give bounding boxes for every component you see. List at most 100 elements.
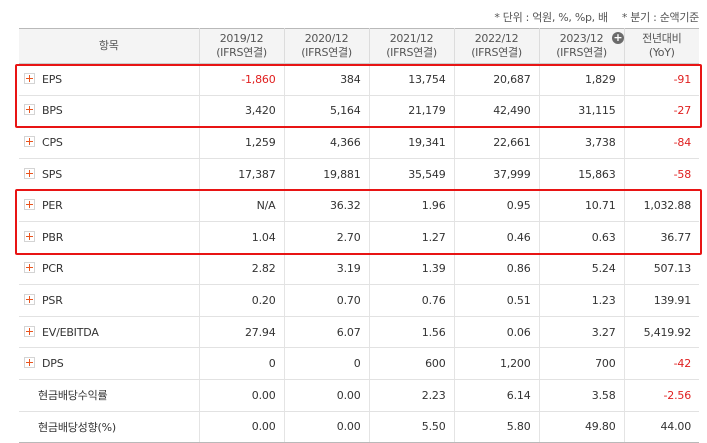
row-label: 현금배당성향(%) (19, 411, 199, 443)
value-cell: 13,754 (368, 63, 454, 96)
row-label-text: PBR (42, 230, 64, 244)
table-row: PBR 1.04 2.70 1.27 0.46 0.63 36.77 (19, 221, 699, 254)
expand-plus-icon[interactable] (24, 135, 35, 147)
value-cell: 21,179 (368, 95, 454, 128)
row-label[interactable]: EV/EBITDA (19, 316, 199, 349)
value-cell: 0.63 (538, 221, 624, 254)
row-label[interactable]: CPS (19, 126, 199, 159)
yoy-cell: 1,032.88 (623, 189, 699, 222)
expand-plus-icon[interactable] (24, 72, 35, 84)
expand-plus-icon[interactable] (24, 104, 35, 116)
row-label-text: EPS (42, 72, 62, 86)
value-cell: 2.82 (198, 253, 284, 286)
value-cell: 3.27 (538, 316, 624, 349)
value-cell: 6.14 (453, 379, 539, 412)
header-year-2023: 2023/12 (IFRS연결) (538, 28, 624, 64)
row-label-text: PSR (42, 293, 63, 307)
value-cell: 27.94 (198, 316, 284, 349)
row-label[interactable]: EPS (19, 63, 199, 96)
value-cell: 0.51 (453, 284, 539, 317)
value-cell: 0.00 (198, 379, 284, 412)
value-cell: 0.76 (368, 284, 454, 317)
value-cell: 700 (538, 347, 624, 380)
header-yoy: 전년대비 (YoY) (623, 28, 699, 64)
period-note: * 분기 : 순액기준 (621, 11, 699, 24)
yoy-cell: -2.56 (623, 379, 699, 412)
table-row: PER N/A 36.32 1.96 0.95 10.71 1,032.88 (19, 189, 699, 222)
yoy-cell: 36.77 (623, 221, 699, 254)
table-row: EPS -1,860 384 13,754 20,687 1,829 -91 (19, 63, 699, 96)
value-cell: 4,366 (283, 126, 369, 159)
header-row: 항목 2019/12 (IFRS연결) 2020/12 (IFRS연결) 2021/… (19, 28, 699, 64)
value-cell: -1,860 (198, 63, 284, 96)
value-cell: 1,200 (453, 347, 539, 380)
value-cell: 19,341 (368, 126, 454, 159)
row-label-text: DPS (42, 357, 64, 371)
value-cell: 0.95 (453, 189, 539, 222)
row-label-text: 현금배당성향(%) (38, 420, 116, 434)
value-cell: 2.70 (283, 221, 369, 254)
value-cell: 1,829 (538, 63, 624, 96)
yoy-cell: 139.91 (623, 284, 699, 317)
expand-plus-icon[interactable] (24, 167, 35, 179)
yoy-cell: 507.13 (623, 253, 699, 286)
table-row: SPS 17,387 19,881 35,549 37,999 15,863 -58 (19, 158, 699, 191)
row-label-text: PCR (42, 262, 64, 276)
value-cell: 0.86 (453, 253, 539, 286)
header-year-2022: 2022/12 (IFRS연결) (453, 28, 539, 64)
value-cell: 15,863 (538, 158, 624, 191)
value-cell: 0.00 (283, 411, 369, 443)
expand-plus-icon[interactable] (24, 293, 35, 305)
row-label[interactable]: PER (19, 189, 199, 222)
value-cell: 49.80 (538, 411, 624, 443)
value-cell: 17,387 (198, 158, 284, 191)
row-label-text: CPS (42, 135, 63, 149)
yoy-cell: -84 (623, 126, 699, 159)
value-cell: N/A (198, 189, 284, 222)
add-column-icon[interactable]: + (612, 31, 624, 44)
value-cell: 20,687 (453, 63, 539, 96)
value-cell: 3,738 (538, 126, 624, 159)
expand-plus-icon[interactable] (24, 262, 35, 274)
table-row: PCR 2.82 3.19 1.39 0.86 5.24 507.13 (19, 253, 699, 286)
value-cell: 5.80 (453, 411, 539, 443)
table-row: CPS 1,259 4,366 19,341 22,661 3,738 -84 (19, 126, 699, 159)
row-label-text: PER (42, 199, 63, 213)
row-label[interactable]: SPS (19, 158, 199, 191)
row-label[interactable]: PCR (19, 253, 199, 286)
value-cell: 3.19 (283, 253, 369, 286)
value-cell: 0.00 (198, 411, 284, 443)
yoy-cell: -27 (623, 95, 699, 128)
row-label[interactable]: DPS (19, 347, 199, 380)
yoy-cell: -42 (623, 347, 699, 380)
value-cell: 3.58 (538, 379, 624, 412)
row-label-text: EV/EBITDA (42, 325, 99, 339)
value-cell: 1.96 (368, 189, 454, 222)
row-label[interactable]: PBR (19, 221, 199, 254)
value-cell: 600 (368, 347, 454, 380)
value-cell: 0.20 (198, 284, 284, 317)
table-row: EV/EBITDA 27.94 6.07 1.56 0.06 3.27 5,419.92 (19, 316, 699, 349)
expand-plus-icon[interactable] (24, 325, 35, 337)
value-cell: 42,490 (453, 95, 539, 128)
value-cell: 36.32 (283, 189, 369, 222)
unit-notes: * 단위 : 억원, %, %p, 배 * 분기 : 순액기준 (494, 9, 699, 25)
row-label-text: SPS (42, 167, 62, 181)
row-label[interactable]: BPS (19, 95, 199, 128)
header-item: 항목 (19, 28, 199, 64)
value-cell: 6.07 (283, 316, 369, 349)
header-year-2021: 2021/12 (IFRS연결) (368, 28, 454, 64)
header-year-2019: 2019/12 (IFRS연결) (198, 28, 284, 64)
value-cell: 2.23 (368, 379, 454, 412)
header-year-2020: 2020/12 (IFRS연결) (283, 28, 369, 64)
expand-plus-icon[interactable] (24, 199, 35, 211)
expand-plus-icon[interactable] (24, 230, 35, 242)
value-cell: 0.00 (283, 379, 369, 412)
value-cell: 35,549 (368, 158, 454, 191)
expand-plus-icon[interactable] (24, 357, 35, 369)
value-cell: 31,115 (538, 95, 624, 128)
value-cell: 19,881 (283, 158, 369, 191)
row-label[interactable]: PSR (19, 284, 199, 317)
value-cell: 0.06 (453, 316, 539, 349)
row-label-text: 현금배당수익률 (38, 389, 108, 403)
